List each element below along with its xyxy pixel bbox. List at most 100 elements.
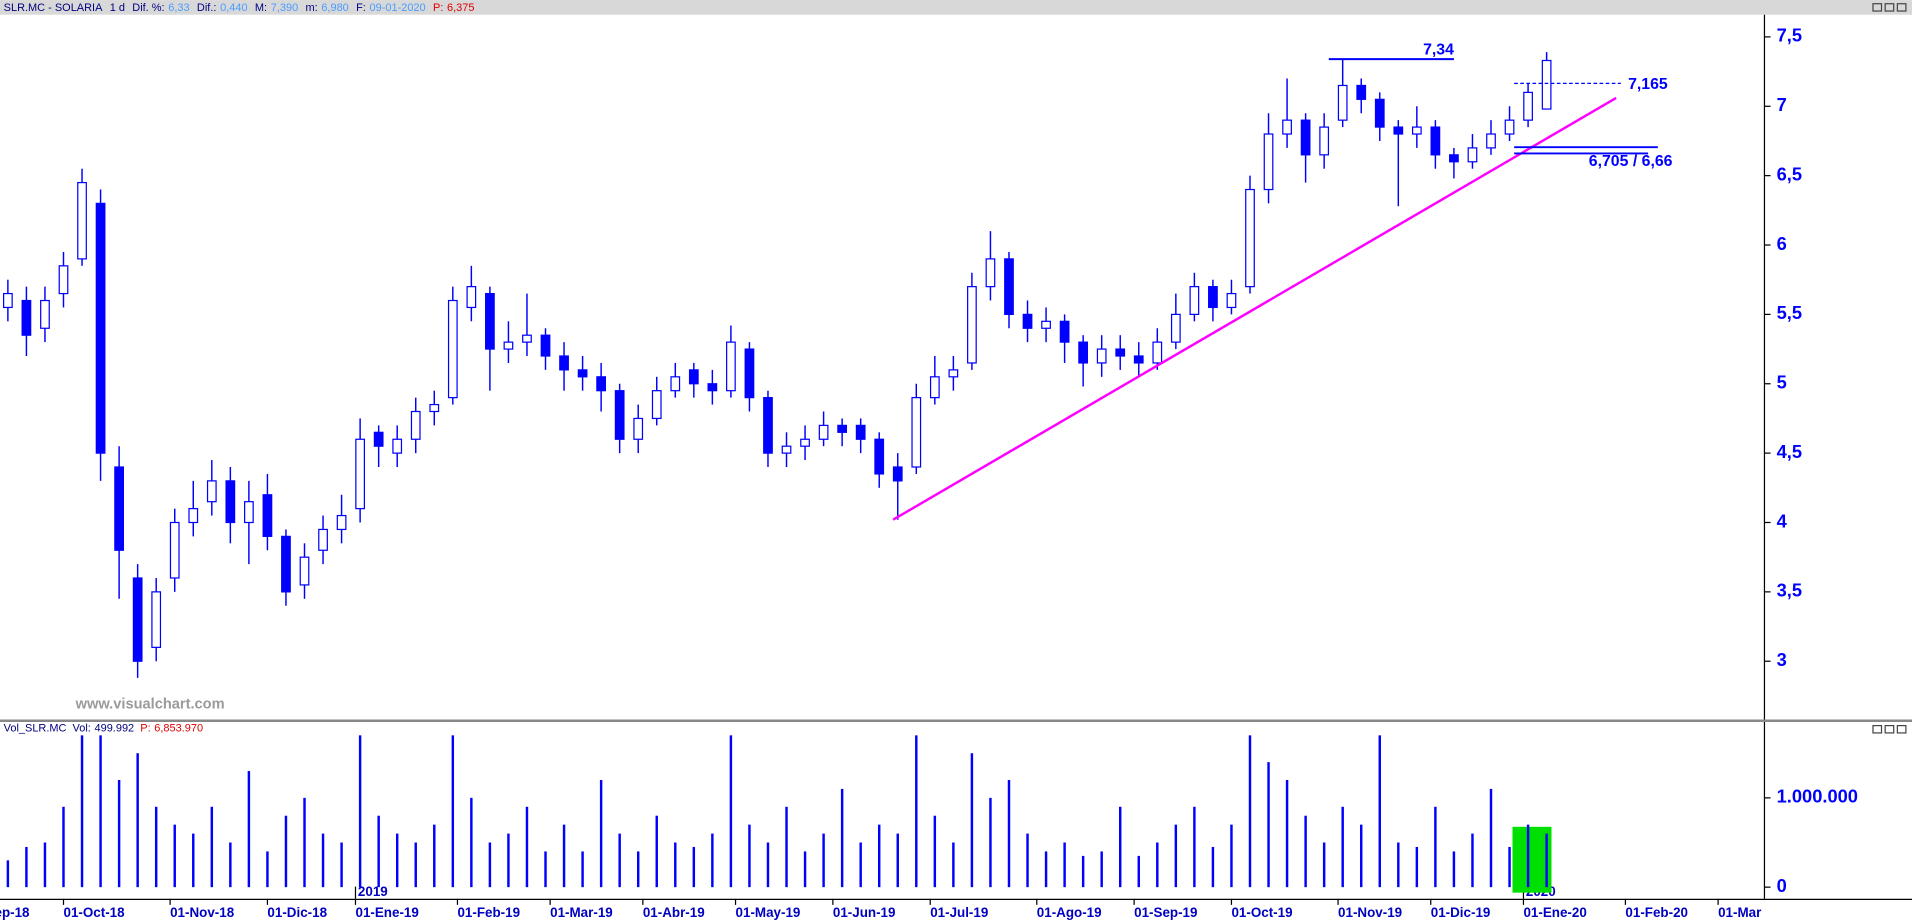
- volume-bar: [488, 842, 492, 888]
- candle-body: [540, 334, 551, 357]
- volume-bar: [25, 846, 28, 888]
- field-label: P:: [140, 723, 150, 735]
- close-button[interactable]: [1896, 3, 1907, 12]
- candle-body: [985, 258, 996, 288]
- volume-header: Vol_SLR.MC Vol: 499.992 P: 6,853.970: [4, 723, 203, 735]
- volume-bar: [1119, 806, 1122, 888]
- y-tick-label: 6,5: [1777, 163, 1802, 184]
- candle-body: [707, 383, 718, 392]
- candle-body: [132, 577, 143, 662]
- y-tick-label: 1.000.000: [1777, 786, 1858, 807]
- volume-bar: [62, 806, 65, 888]
- volume-bar: [970, 753, 974, 888]
- volume-bar: [766, 842, 770, 888]
- volume-bar: [154, 806, 158, 888]
- x-tick-label: 01-Ene-19: [355, 905, 418, 920]
- candle-body: [781, 445, 792, 454]
- maximize-button[interactable]: [1884, 3, 1895, 12]
- y-tick-label: 3,5: [1777, 580, 1802, 601]
- volume-bar: [896, 833, 899, 888]
- x-tick-label: 01-Sep-19: [1134, 905, 1197, 920]
- candle-body: [670, 376, 681, 392]
- candle-body: [355, 438, 365, 510]
- volume-bar: [229, 842, 232, 888]
- candle-body: [1430, 126, 1441, 156]
- volume-bar: [618, 833, 621, 888]
- candle-body: [1245, 188, 1255, 288]
- candle-body: [58, 265, 69, 295]
- volume-bar: [99, 735, 102, 888]
- volume-bar: [1526, 824, 1530, 888]
- volume-bar: [803, 851, 807, 888]
- candle-body: [1393, 126, 1404, 135]
- candle-body: [447, 299, 458, 399]
- volume-bar: [544, 851, 547, 888]
- volume-bar: [952, 842, 955, 888]
- candle-body: [726, 341, 736, 392]
- x-tick-label: 01-Mar-19: [550, 905, 613, 920]
- volume-bar: [507, 833, 510, 888]
- volume-bar: [451, 735, 455, 888]
- candle-body: [1486, 133, 1496, 149]
- candle-body: [1411, 126, 1422, 135]
- candle-body: [1541, 59, 1552, 110]
- volume-bar: [655, 815, 658, 888]
- volume-bar: [581, 851, 584, 888]
- y-tick-label: 6: [1777, 233, 1787, 254]
- candle-body: [948, 369, 959, 378]
- candle-body: [1022, 313, 1033, 329]
- field-value: 7,390: [271, 2, 298, 14]
- minimize-button[interactable]: [1872, 3, 1883, 12]
- volume-bar: [1193, 806, 1196, 888]
- x-tick-label: 01-Feb-20: [1625, 905, 1688, 920]
- volume-bar: [1081, 855, 1085, 888]
- candle-body: [299, 556, 310, 586]
- candle-body: [1096, 348, 1107, 364]
- window-buttons[interactable]: [1872, 3, 1907, 734]
- volume-highlight: [1512, 826, 1552, 893]
- volume-bar: [284, 815, 288, 888]
- volume-bar: [136, 753, 139, 888]
- volume-bar: [433, 824, 436, 888]
- candle-body: [1300, 119, 1311, 156]
- field-label: F:: [356, 2, 366, 14]
- candle-body: [1282, 119, 1292, 135]
- field-value: 499.992: [95, 723, 135, 735]
- candle-body: [967, 286, 977, 364]
- field-value: 09-01-2020: [370, 2, 426, 14]
- period: 1 d: [110, 2, 125, 14]
- volume-bar: [117, 779, 121, 888]
- volume-bar: [1063, 842, 1066, 888]
- volume-bar: [692, 846, 696, 888]
- volume-bar: [1471, 833, 1474, 888]
- field-label: Dif. %:: [132, 2, 164, 14]
- annotation-label: 7,165: [1628, 76, 1668, 93]
- year-label: 2019: [358, 884, 388, 899]
- y-tick-label: 7: [1777, 94, 1787, 115]
- x-tick-label: 01-Dic-18: [267, 905, 327, 920]
- candle-body: [336, 514, 347, 531]
- volume-bar: [840, 788, 844, 888]
- field-value: 6,853.970: [154, 723, 203, 735]
- x-tick-label: 01-Ago-19: [1037, 905, 1102, 920]
- candle-body: [1041, 320, 1051, 329]
- field-label: P:: [433, 2, 443, 14]
- volume-bar: [1434, 806, 1437, 888]
- candle-body: [1004, 258, 1014, 315]
- y-tick-label: 4: [1777, 510, 1788, 531]
- minimize-button[interactable]: [1872, 724, 1883, 734]
- candle-body: [503, 341, 514, 350]
- volume-bar: [1285, 779, 1289, 888]
- volume-bar: [173, 824, 176, 888]
- volume-bar: [1304, 815, 1307, 888]
- candle-body: [688, 369, 699, 385]
- maximize-button[interactable]: [1884, 724, 1895, 734]
- candle-body: [373, 431, 384, 447]
- close-button[interactable]: [1896, 724, 1907, 734]
- candle-body: [744, 348, 755, 399]
- candle-body: [466, 286, 477, 309]
- candle-body: [818, 424, 829, 440]
- candle-body: [1467, 147, 1478, 163]
- field-label: Dif.:: [197, 2, 217, 14]
- volume-bar: [1341, 806, 1344, 888]
